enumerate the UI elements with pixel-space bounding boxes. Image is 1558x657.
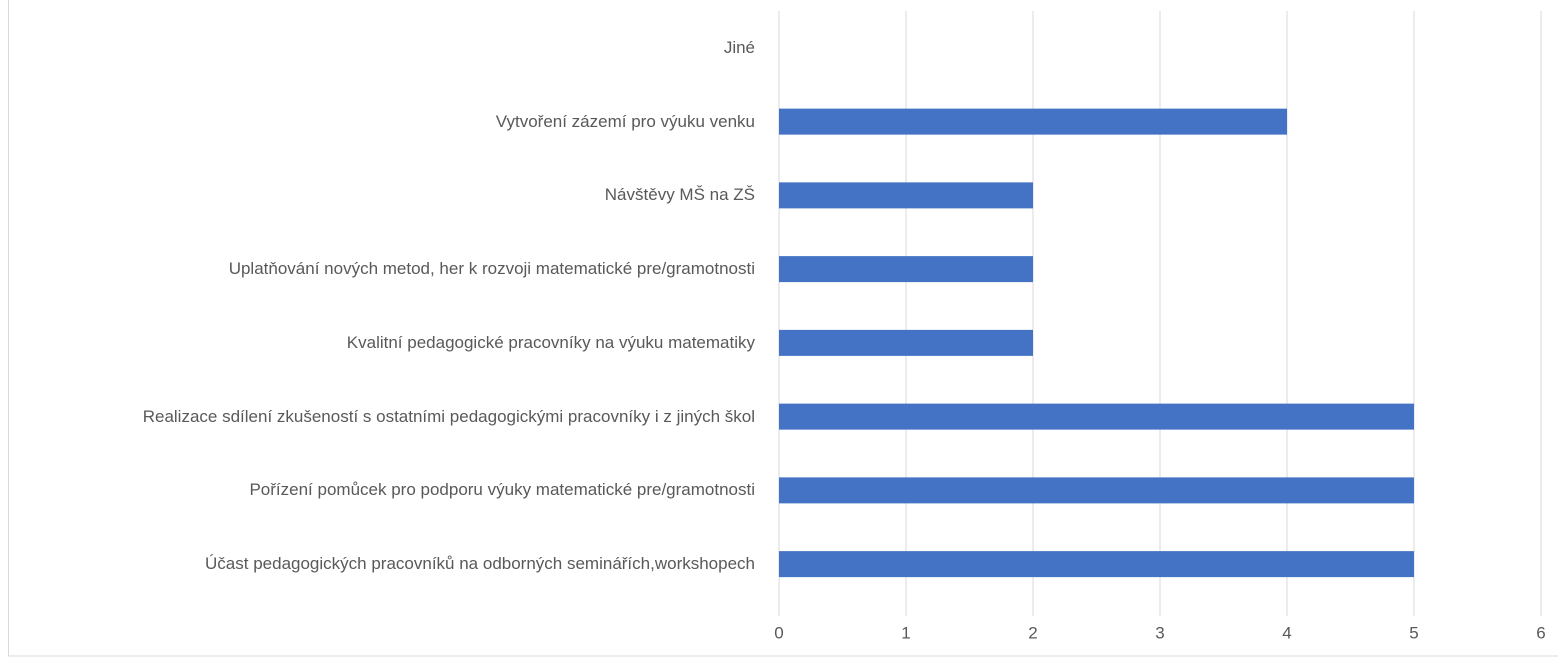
x-tick-label: 3 [1155, 623, 1164, 642]
y-tick-label: Uplatňování nových metod, her k rozvoji … [228, 259, 755, 279]
bar [779, 329, 1033, 356]
chart-border [8, 0, 1558, 657]
bar [779, 403, 1414, 430]
y-tick-label: Účast pedagogických pracovníků na odborn… [205, 554, 755, 574]
y-tick-label: Realizace sdílení zkušeností s ostatními… [142, 406, 755, 426]
y-tick-label: Návštěvy MŠ na ZŠ [604, 185, 755, 205]
x-tick-label: 0 [774, 623, 783, 642]
x-tick-label: 6 [1536, 623, 1545, 642]
bar [779, 108, 1287, 135]
x-tick-label: 1 [901, 623, 910, 642]
bar [779, 477, 1414, 504]
x-tick-label: 5 [1409, 623, 1418, 642]
y-tick-label: Kvalitní pedagogické pracovníky na výuku… [346, 332, 755, 352]
bar [779, 182, 1033, 209]
bar [779, 551, 1414, 578]
bar [779, 256, 1033, 283]
x-tick-label: 2 [1028, 623, 1037, 642]
y-tick-label: Pořízení pomůcek pro podporu výuky matem… [249, 480, 755, 500]
x-tick-label: 4 [1282, 623, 1291, 642]
y-tick-label: Jiné [723, 37, 755, 57]
y-tick-label: Vytvoření zázemí pro výuku venku [495, 111, 755, 131]
